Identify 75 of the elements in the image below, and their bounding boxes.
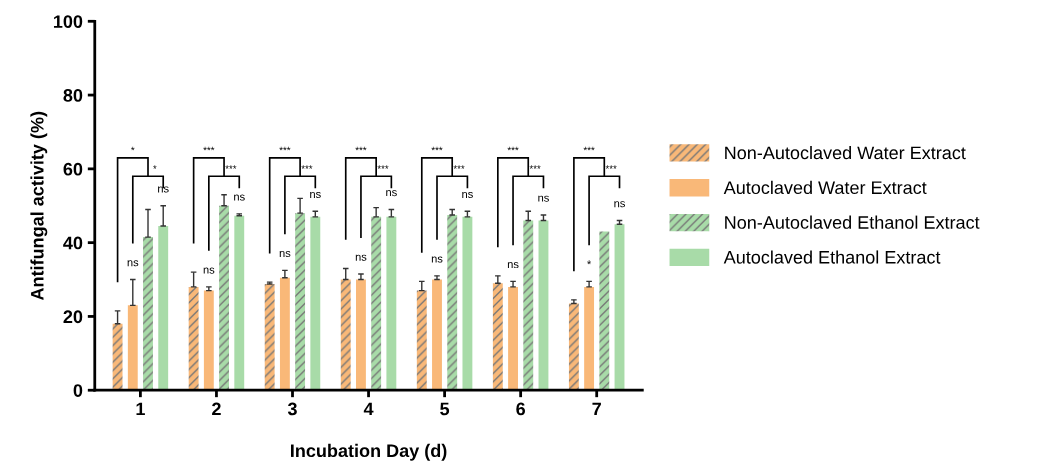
bar [462,216,473,391]
bar [523,220,534,391]
annotation: *** [583,146,595,151]
bar [568,303,579,391]
annotation: *** [431,146,443,151]
bar [264,283,275,391]
bar [219,205,229,391]
annotation: * [587,260,592,265]
y-tick-label: 80 [63,89,83,102]
bar [158,226,169,391]
bar [386,216,397,391]
annotation: *** [507,146,519,151]
annotation: ns [386,190,397,197]
annotation: * [153,165,157,169]
y-tick-label: 40 [63,236,83,250]
annotation: * [131,146,135,151]
bar [188,286,199,391]
x-tick-label: 7 [592,402,601,416]
bar [203,290,214,391]
annotation: ns [355,254,367,261]
bar [112,323,123,391]
bar [432,279,442,391]
bar [310,216,321,391]
annotation: *** [225,165,237,169]
annotation: ns [507,262,519,269]
annotation: *** [453,165,465,169]
bar [492,283,503,391]
annotation: ns [279,250,291,258]
bar [371,216,382,391]
bar [599,231,610,391]
x-tick-label: 1 [136,402,145,416]
annotation: *** [203,146,215,151]
bar [234,215,245,391]
annotation: ns [538,195,549,202]
annotation: ns [614,201,625,208]
annotation: ns [127,260,139,267]
bar [614,224,625,391]
x-tick-label: 6 [516,402,526,416]
bar [584,286,595,391]
legend-label: Autoclaved Ethanol Extract [723,250,941,264]
bar [356,279,366,391]
bar [143,237,153,391]
annotation: *** [279,146,291,151]
legend-label: Non-Autoclaved Water Extract [725,146,966,160]
bar [127,305,138,391]
bar [295,213,306,391]
annotation: ns [431,256,443,263]
bar [416,290,427,391]
x-tick-label: 4 [363,402,374,416]
annotation: *** [355,146,367,151]
annotation: ns [234,194,245,201]
x-tick-label: 3 [287,402,297,416]
bar [447,214,458,391]
x-tick-label: 2 [212,402,221,416]
annotation: *** [529,165,541,169]
x-tick-label: 5 [440,402,450,416]
y-tick-label: 100 [53,15,83,29]
annotation: ns [203,267,215,274]
bar [340,279,351,391]
bar [538,220,549,391]
annotation: ns [158,186,169,193]
y-axis-title: Antifungal activity (%) [30,111,48,301]
bar [279,277,290,391]
x-axis-title: Incubation Day (d) [291,443,447,461]
y-tick-label: 0 [73,384,83,397]
annotation: ns [462,191,473,199]
bar [508,286,518,391]
annotation: *** [301,165,313,169]
annotation: ns [310,191,321,199]
y-tick-label: 20 [63,310,83,324]
annotation: *** [377,165,389,169]
legend-label: Non-Autoclaved Ethanol Extract [725,215,980,229]
annotation: *** [605,165,617,169]
legend-label: Autoclaved Water Extract [723,180,927,195]
y-tick-label: 60 [63,162,83,176]
